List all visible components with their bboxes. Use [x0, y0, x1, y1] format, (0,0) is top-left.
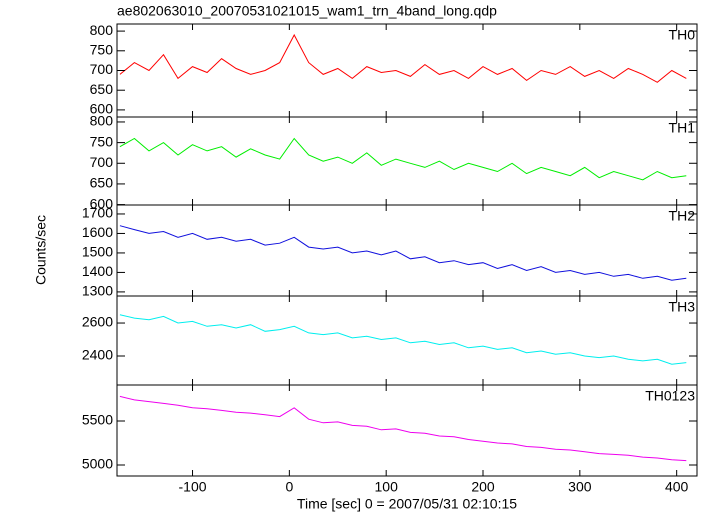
y-tick-label: 1300 [82, 283, 113, 299]
panel-frame [116, 295, 698, 386]
y-tick-label: 800 [90, 22, 114, 38]
y-tick-label: 1700 [82, 205, 113, 221]
x-tick-label: 100 [375, 479, 399, 495]
y-tick-label: 2600 [82, 314, 113, 330]
x-tick-label: -100 [179, 479, 207, 495]
x-tick-label: 0 [285, 479, 293, 495]
x-tick-label: 400 [665, 479, 689, 495]
data-line [119, 314, 687, 365]
panel-frame [116, 204, 698, 297]
y-tick-label: 600 [90, 101, 114, 117]
y-tick-label: 5500 [82, 412, 113, 428]
y-tick-label: 1500 [82, 244, 113, 260]
panel-frame [116, 23, 698, 118]
panel-label: TH0 [669, 27, 696, 43]
y-tick-label: 650 [90, 175, 114, 191]
panel-label: TH3 [669, 299, 696, 315]
y-tick-label: 1400 [82, 263, 113, 279]
data-line [119, 137, 687, 181]
data-line [119, 225, 687, 281]
data-line [119, 395, 687, 462]
panel-frame [116, 116, 698, 206]
chart-title: ae802063010_20070531021015_wam1_trn_4ban… [117, 3, 497, 19]
y-tick-label: 700 [90, 61, 114, 77]
panel-label: TH1 [669, 120, 696, 136]
y-tick-label: 2400 [82, 347, 113, 363]
y-tick-label: 650 [90, 81, 114, 97]
panel-frame [116, 384, 698, 477]
y-tick-label: 750 [90, 133, 114, 149]
panel-label: TH2 [669, 208, 696, 224]
y-tick-label: 700 [90, 154, 114, 170]
y-tick-label: 750 [90, 41, 114, 57]
y-tick-label: 1600 [82, 224, 113, 240]
data-line [119, 33, 687, 83]
y-tick-label: 800 [90, 113, 114, 129]
panel-label: TH0123 [645, 388, 695, 404]
x-tick-label: 200 [471, 479, 495, 495]
y-tick-label: 5000 [82, 456, 113, 472]
y-tick-label: 600 [90, 195, 114, 211]
x-axis-label: Time [sec] 0 = 2007/05/31 02:10:15 [297, 496, 517, 512]
x-tick-label: 300 [568, 479, 592, 495]
y-axis-label: Counts/sec [33, 215, 49, 285]
